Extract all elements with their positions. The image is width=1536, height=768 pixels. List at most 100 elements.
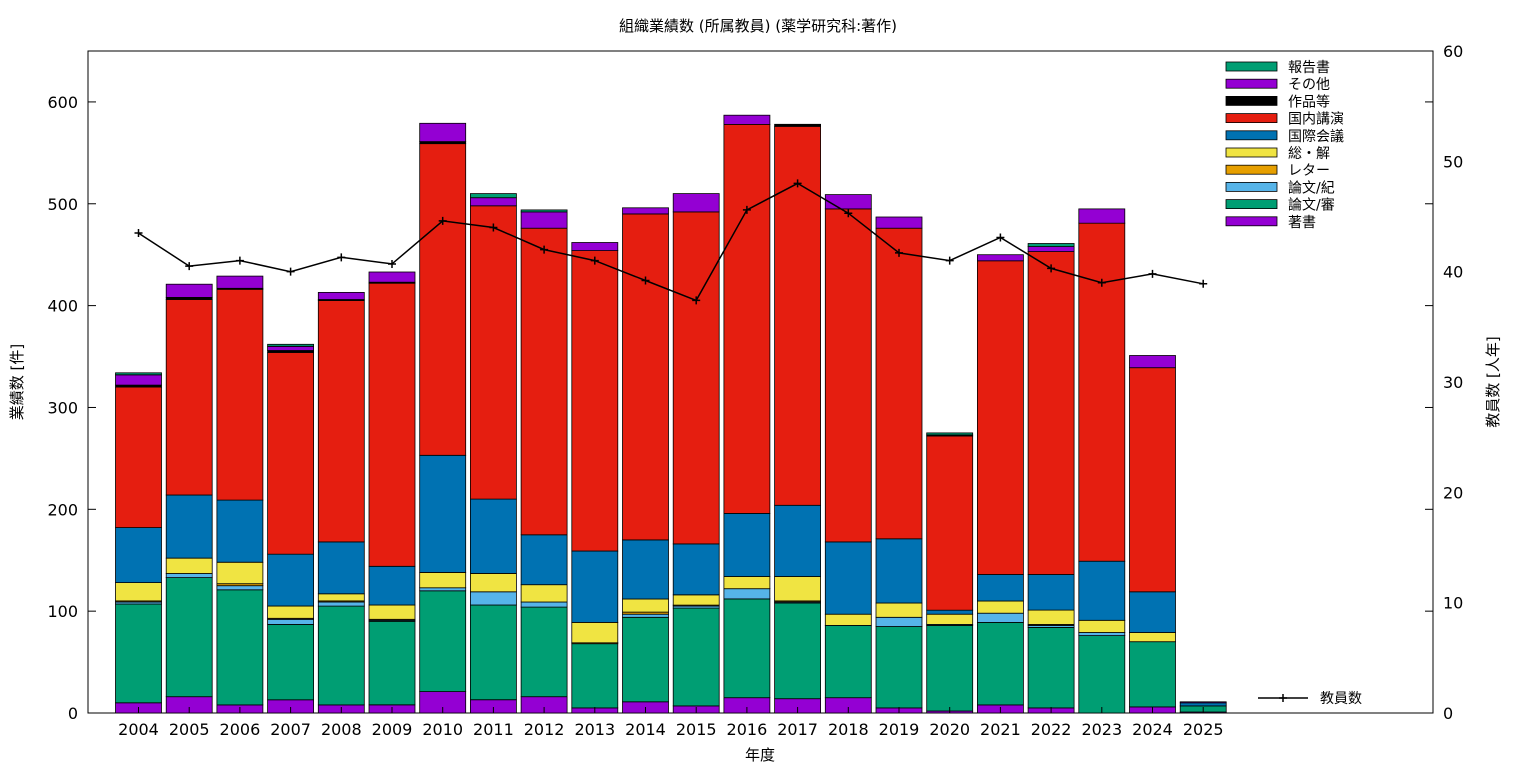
y2-tick-label: 0 <box>1443 704 1453 723</box>
bar-2016-series-4 <box>723 576 771 590</box>
bar-2024-series-4 <box>1129 632 1176 643</box>
x-tick-label: 2004 <box>118 720 159 739</box>
bar-2021-series-2 <box>977 612 1024 623</box>
bar-2007-series-2 <box>267 618 315 625</box>
bar-2006-series-2 <box>216 585 264 591</box>
bar-2006-series-4 <box>216 561 264 585</box>
bar-2022-series-1 <box>1027 627 1075 709</box>
line-legend-label: 教員数 <box>1320 691 1362 707</box>
x-tick-label: 2022 <box>1031 720 1072 739</box>
bar-2008-series-1 <box>317 605 365 706</box>
bar-2012-series-1 <box>520 606 568 698</box>
bar-2008-series-2 <box>317 601 365 607</box>
bar-2017-series-5 <box>774 504 821 577</box>
y2-tick-label: 50 <box>1443 152 1463 171</box>
bar-2024-series-5 <box>1129 591 1176 633</box>
y2-tick-label: 20 <box>1443 483 1463 502</box>
x-tick-label: 2023 <box>1081 720 1122 739</box>
legend-swatch <box>1225 216 1278 227</box>
faculty-point <box>438 216 447 225</box>
x-tick-label: 2025 <box>1183 720 1224 739</box>
bar-2004-series-9 <box>115 372 162 376</box>
bar-2018-series-4 <box>824 613 872 626</box>
bar-2004-series-8 <box>115 374 162 386</box>
faculty-point <box>793 179 802 188</box>
bar-2009-series-5 <box>368 565 416 606</box>
faculty-point <box>590 256 599 265</box>
legend-label: 報告書 <box>1288 60 1330 76</box>
bar-2014-series-2 <box>622 613 669 618</box>
bar-2011-series-6 <box>469 205 517 500</box>
bar-2014-series-6 <box>622 213 669 541</box>
bar-2008-series-4 <box>317 593 365 602</box>
x-tick-label: 2010 <box>422 720 463 739</box>
bar-2015-series-4 <box>672 594 720 606</box>
x-tick-label: 2018 <box>828 720 869 739</box>
bar-2018-series-6 <box>824 208 872 543</box>
faculty-point <box>895 248 903 257</box>
bar-2005-series-4 <box>165 557 213 574</box>
faculty-point <box>235 256 244 265</box>
faculty-point <box>540 245 549 254</box>
bar-2013-series-8 <box>571 242 619 252</box>
faculty-point <box>1047 264 1056 273</box>
bar-2013-series-4 <box>571 622 619 644</box>
faculty-point <box>1097 278 1106 287</box>
faculty-point <box>641 276 650 285</box>
y-tick-label: 200 <box>47 500 78 519</box>
bar-2006-series-8 <box>216 275 264 289</box>
y-axis-title: 業績数 [件] <box>8 344 26 420</box>
bar-2009-series-6 <box>368 282 416 567</box>
x-tick-label: 2021 <box>980 720 1021 739</box>
bar-2012-series-8 <box>520 211 568 229</box>
faculty-point <box>489 223 498 232</box>
x-tick-label: 2024 <box>1132 720 1173 739</box>
line-legend: 教員数 <box>1258 691 1362 707</box>
faculty-point <box>945 256 954 265</box>
x-tick-label: 2012 <box>524 720 565 739</box>
legend-swatch <box>1225 96 1278 106</box>
x-tick-label: 2019 <box>879 720 920 739</box>
bar-2020-series-9 <box>926 432 974 436</box>
bar-2015-series-5 <box>672 543 720 596</box>
bar-2011-series-1 <box>469 604 517 701</box>
bar-2021-series-5 <box>977 574 1024 602</box>
bar-2017-series-6 <box>774 126 821 506</box>
bar-2012-series-4 <box>520 584 568 603</box>
y2-tick-label: 30 <box>1443 373 1463 392</box>
y2-tick-label: 10 <box>1443 594 1463 613</box>
bar-2005-series-8 <box>165 283 213 298</box>
bar-2011-series-4 <box>469 573 517 593</box>
bar-2012-series-2 <box>520 601 568 608</box>
bar-2011-series-9 <box>469 193 517 199</box>
bar-2010-series-8 <box>419 122 467 143</box>
y-tick-label: 0 <box>68 704 78 723</box>
legend-label: その他 <box>1288 77 1330 93</box>
bar-2014-series-4 <box>622 598 669 613</box>
line-legend-marker <box>1279 694 1287 702</box>
bar-2012-series-5 <box>520 534 568 586</box>
bar-2011-series-8 <box>469 197 517 207</box>
bar-2023-series-4 <box>1078 619 1126 633</box>
x-tick-label: 2007 <box>270 720 311 739</box>
faculty-point <box>134 229 143 238</box>
faculty-point <box>844 209 853 218</box>
x-tick-label: 2020 <box>929 720 970 739</box>
legend-label: 総・解 <box>1288 146 1330 162</box>
x-tick-label: 2008 <box>321 720 362 739</box>
bar-2004-series-4 <box>115 582 162 602</box>
bar-2005-series-5 <box>165 494 213 559</box>
bar-2021-series-4 <box>977 600 1024 614</box>
bar-2007-series-9 <box>267 343 315 347</box>
bar-2004-series-6 <box>115 386 162 529</box>
bar-2015-series-1 <box>672 607 720 707</box>
bar-2005-series-1 <box>165 577 213 698</box>
bar-2005-series-2 <box>165 573 213 578</box>
bar-2018-series-8 <box>824 194 872 210</box>
legend-label: 国際会議 <box>1288 128 1344 145</box>
bar-2019-series-1 <box>875 626 923 709</box>
legend-label: 論文/審 <box>1288 198 1335 214</box>
legend-swatch <box>1225 78 1278 89</box>
